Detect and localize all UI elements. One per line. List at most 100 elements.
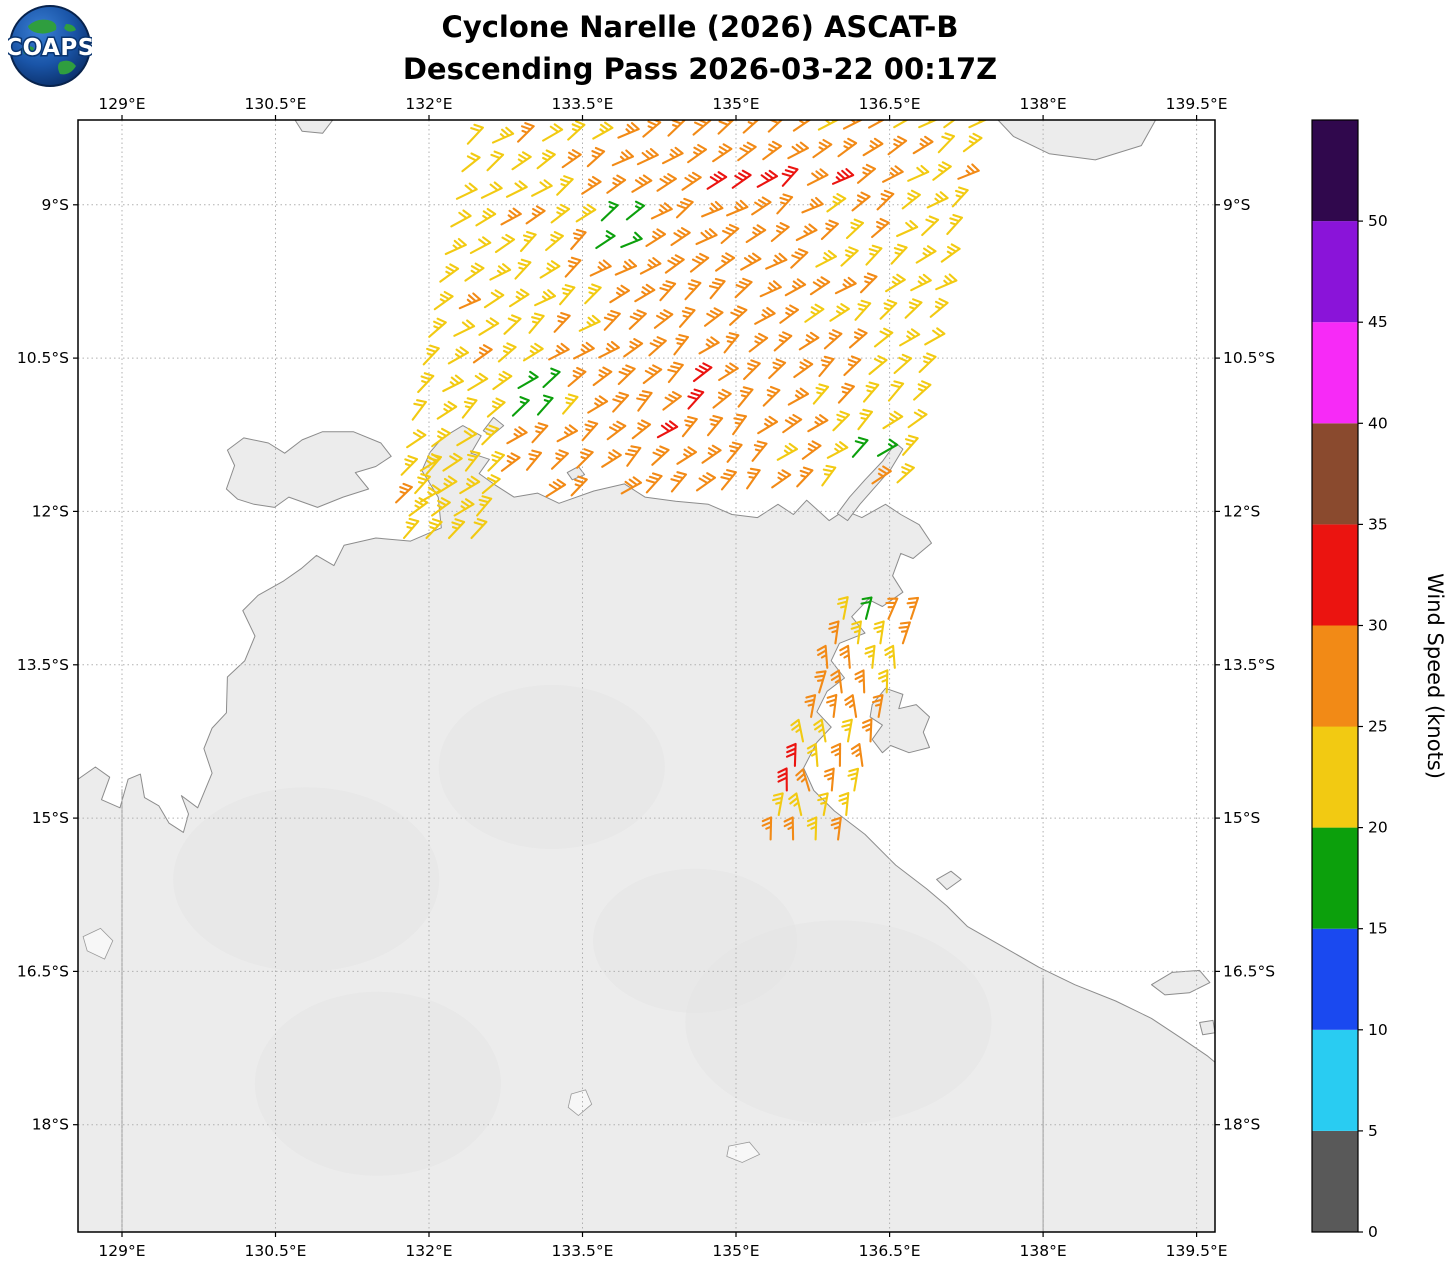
wind-barb bbox=[746, 467, 761, 490]
wind-barb bbox=[809, 276, 831, 296]
wind-barb bbox=[813, 718, 827, 743]
wind-barb bbox=[542, 367, 561, 389]
colorbar-segment bbox=[1312, 928, 1358, 1030]
wind-barb bbox=[876, 438, 899, 457]
island-coastline bbox=[997, 120, 1157, 161]
wind-barb bbox=[806, 742, 819, 767]
wind-barb bbox=[720, 469, 737, 491]
wind-barb bbox=[567, 120, 586, 141]
wind-barb bbox=[885, 597, 899, 620]
wind-barb bbox=[801, 440, 822, 460]
wind-barb bbox=[701, 444, 722, 464]
wind-barb bbox=[885, 273, 906, 293]
wind-barb bbox=[915, 245, 937, 264]
wind-barb bbox=[804, 694, 817, 718]
wind-barb bbox=[595, 230, 616, 250]
lon-tick-label-bottom: 130.5°E bbox=[245, 1242, 307, 1260]
wind-barb bbox=[431, 497, 451, 517]
wind-barb bbox=[419, 453, 441, 472]
wind-barb bbox=[840, 246, 859, 267]
colorbar-tick-label: 5 bbox=[1368, 1122, 1378, 1140]
wind-barb bbox=[439, 263, 460, 283]
wind-barb bbox=[675, 197, 694, 219]
wind-barb bbox=[601, 449, 622, 468]
wind-barb bbox=[634, 283, 656, 303]
wind-barb bbox=[612, 391, 630, 413]
wind-barb bbox=[837, 596, 849, 620]
wind-barb bbox=[481, 474, 501, 495]
wind-barb bbox=[935, 273, 958, 291]
wind-barb bbox=[625, 200, 646, 221]
island-coastline bbox=[936, 870, 962, 891]
wind-barb bbox=[795, 768, 811, 792]
lake-outline bbox=[567, 1089, 593, 1117]
wind-barb bbox=[503, 314, 522, 335]
wind-barb bbox=[910, 273, 932, 292]
wind-barb bbox=[740, 252, 762, 271]
colorbar-segment bbox=[1312, 524, 1358, 626]
wind-barb bbox=[491, 126, 515, 144]
wind-barb bbox=[737, 141, 757, 162]
wind-barb bbox=[832, 410, 851, 432]
wind-barb bbox=[806, 168, 829, 186]
wind-barb bbox=[842, 120, 864, 130]
wind-barb bbox=[932, 161, 952, 181]
plot-border bbox=[77, 119, 1216, 1233]
wind-barb bbox=[723, 332, 740, 354]
wind-barb bbox=[631, 174, 653, 193]
wind-barb bbox=[848, 328, 868, 349]
wind-barb bbox=[837, 137, 858, 158]
island-coastline bbox=[869, 687, 930, 754]
wind-barb bbox=[548, 342, 570, 361]
wind-barb bbox=[592, 366, 613, 387]
colorbar-tick-label: 30 bbox=[1368, 617, 1388, 635]
wind-barb bbox=[500, 452, 521, 472]
lon-tick-label-top: 129°E bbox=[98, 95, 145, 113]
wind-barb bbox=[461, 152, 481, 173]
wind-barb bbox=[525, 449, 543, 471]
lat-tick-label-right: 16.5°S bbox=[1223, 962, 1275, 980]
wind-barb bbox=[812, 383, 830, 405]
lon-tick-label-top: 139.5°E bbox=[1166, 95, 1228, 113]
wind-barb bbox=[487, 450, 506, 472]
wind-barb bbox=[545, 231, 564, 252]
wind-barb bbox=[584, 283, 602, 305]
wind-barb bbox=[534, 289, 557, 307]
wind-barb bbox=[581, 420, 599, 442]
colorbar-tick-label: 25 bbox=[1368, 718, 1388, 736]
wind-barb bbox=[851, 436, 869, 458]
wind-barb bbox=[561, 149, 582, 169]
wind-barb bbox=[531, 179, 553, 197]
wind-barb bbox=[742, 120, 760, 134]
wind-barb bbox=[777, 767, 788, 792]
lat-tick-label-left: 16.5°S bbox=[17, 962, 69, 980]
terrain-shading bbox=[593, 868, 798, 1013]
wind-barb bbox=[420, 484, 442, 503]
wind-barb bbox=[946, 213, 964, 236]
wind-barb bbox=[890, 243, 908, 265]
wind-barb bbox=[556, 175, 574, 196]
wind-barb bbox=[761, 816, 773, 841]
wind-barb bbox=[703, 307, 724, 327]
wind-barb bbox=[823, 767, 835, 792]
wind-barb bbox=[570, 475, 588, 497]
wind-barb bbox=[408, 497, 429, 517]
wind-barb bbox=[469, 236, 492, 255]
wind-barb bbox=[695, 228, 718, 246]
wind-barb bbox=[828, 620, 840, 645]
wind-barb bbox=[489, 263, 512, 281]
logo-text: COAPS bbox=[8, 35, 92, 61]
wind-barb bbox=[511, 151, 532, 171]
wind-barb bbox=[882, 165, 904, 183]
wind-barb bbox=[829, 303, 850, 322]
wind-barb bbox=[422, 344, 440, 366]
wind-barb bbox=[912, 135, 934, 155]
wind-barb bbox=[773, 331, 793, 352]
wind-barb bbox=[519, 230, 537, 253]
wind-barb bbox=[650, 202, 673, 220]
island-coastline bbox=[225, 431, 392, 508]
wind-barb bbox=[645, 228, 667, 248]
wind-barb bbox=[876, 189, 895, 211]
wind-barb bbox=[648, 336, 667, 357]
wind-barb bbox=[767, 120, 784, 133]
